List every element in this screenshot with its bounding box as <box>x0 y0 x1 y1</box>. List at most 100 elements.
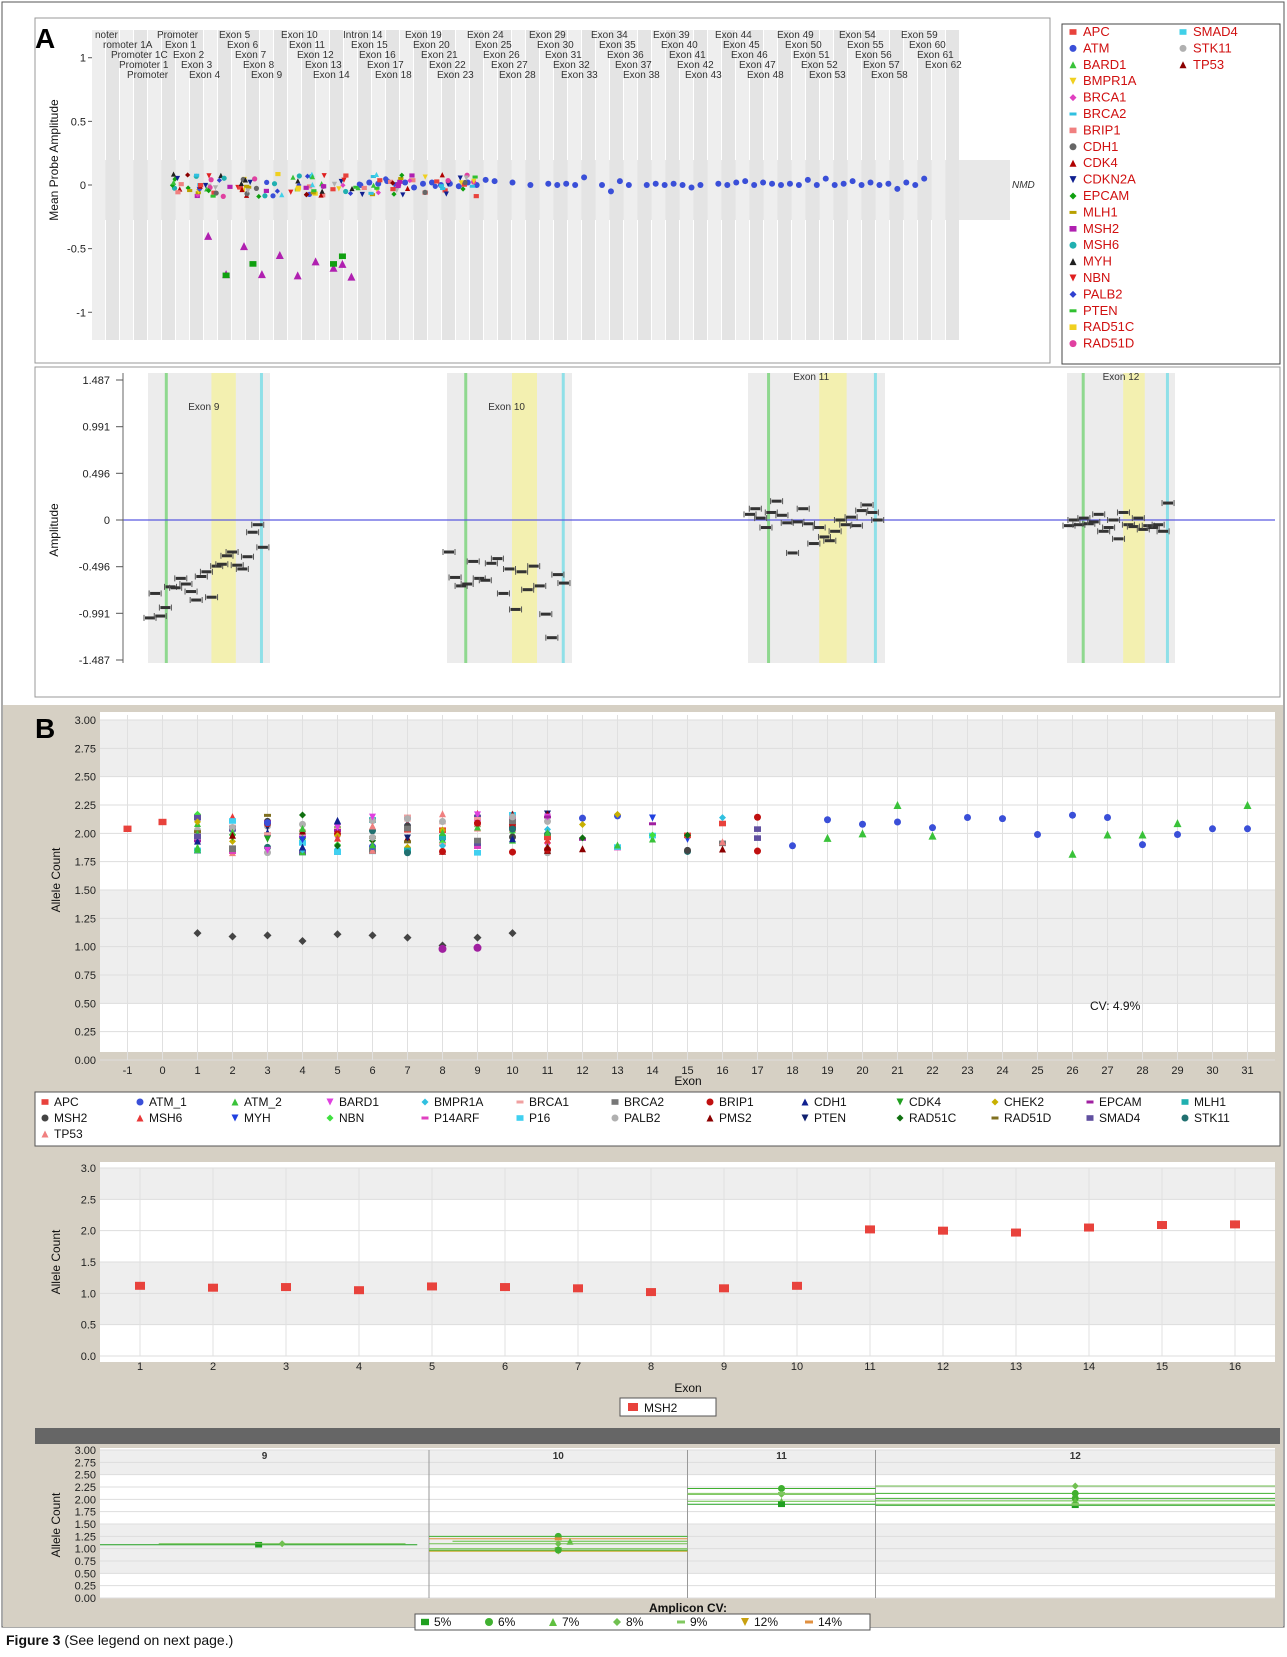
gene-point <box>290 174 296 180</box>
gene-point <box>443 191 449 197</box>
gene-point <box>373 171 380 178</box>
legend-marker <box>41 1130 49 1138</box>
gene-point <box>320 193 326 198</box>
b-middle-ytick-label: 3.0 <box>81 1163 96 1175</box>
legend-label: RAD51C <box>909 1111 957 1125</box>
allele-point <box>649 835 656 843</box>
allele-point <box>754 826 761 832</box>
legend-marker <box>1069 159 1077 167</box>
a-top-ylabel: Mean Probe Amplitude <box>47 99 61 221</box>
gene-point <box>262 193 268 199</box>
region-label: Exon 23 <box>437 70 474 81</box>
amplitude-point <box>1083 522 1094 526</box>
amplicon-point <box>1071 1502 1079 1506</box>
region-label: noter <box>95 30 118 41</box>
b-middle-xtick-label: 6 <box>502 1361 508 1373</box>
region-label: Exon 1 <box>165 40 197 51</box>
atm-point <box>858 182 865 188</box>
b-top-ytick-label: 0.25 <box>75 1027 96 1039</box>
allele-point <box>719 820 726 827</box>
atm2-point <box>1068 849 1077 858</box>
amplitude-point <box>145 616 155 620</box>
exon-label: 11 <box>776 1451 787 1462</box>
gene-point <box>404 185 411 191</box>
b-top-points <box>123 801 1252 953</box>
b-top-ytick-label: 1.00 <box>75 942 96 954</box>
region-column <box>876 30 889 340</box>
panel-a-top: A Mean Probe Amplitude 1 0.5 0 -0.5 -1 noter… <box>34 17 1281 365</box>
b-top-xtick-label: 9 <box>474 1065 480 1077</box>
epcam-point <box>330 261 337 267</box>
atm-point <box>428 179 435 186</box>
gene-point <box>361 185 367 191</box>
region-column <box>498 30 511 340</box>
b-top-xtick-label: 11 <box>542 1065 553 1077</box>
region-label: Exon 4 <box>189 70 221 81</box>
msh2-point <box>500 1283 510 1292</box>
b-bottom-ytick-label: 0.00 <box>75 1593 96 1605</box>
allele-point <box>579 820 586 828</box>
b-top-xtick-label: 16 <box>716 1065 728 1077</box>
exon-label: 9 <box>262 1451 268 1462</box>
b-middle-ylabel: Allele Count <box>49 1229 63 1294</box>
legend-label: STK11 <box>1194 1111 1230 1125</box>
b-middle-points <box>135 1220 1240 1297</box>
region-column <box>288 30 301 340</box>
amplitude-point <box>242 555 253 559</box>
amplitude-point <box>872 518 883 522</box>
legend-label: BRIP1 <box>719 1095 754 1109</box>
b-top-xtick-label: 13 <box>611 1065 623 1077</box>
gene-point <box>440 187 446 191</box>
b-bottom-ylabel: Allele Count <box>49 1492 63 1557</box>
atm-point <box>876 182 883 188</box>
region-column <box>904 30 917 340</box>
b-bottom-ytick-label: 1.50 <box>75 1519 96 1531</box>
legend-label: 9% <box>690 1615 708 1629</box>
gene-point <box>252 176 258 182</box>
msh2-point <box>228 932 237 941</box>
b-top-xtick-label: 30 <box>1206 1065 1218 1077</box>
gene-point <box>410 178 416 183</box>
region-label: Exon 2 <box>173 50 205 61</box>
b-top-xtick-label: -1 <box>123 1065 133 1077</box>
legend-marker <box>326 1098 334 1106</box>
b-middle-xtick-label: 5 <box>429 1361 435 1373</box>
b-top-xtick-label: 20 <box>856 1065 868 1077</box>
amplitude-point <box>498 591 509 595</box>
msh2-point <box>1230 1220 1240 1229</box>
gene-point <box>349 185 355 192</box>
region-label: Exon 61 <box>917 50 954 61</box>
legend-marker <box>1069 143 1077 151</box>
b-middle-xtick-label: 9 <box>721 1361 727 1373</box>
atm-point <box>778 182 784 188</box>
amplitude-point <box>186 590 197 594</box>
a-bottom-ytick-label: -0.991 <box>79 608 110 620</box>
legend-marker <box>1069 210 1077 214</box>
b-top-xtick-label: 18 <box>786 1065 798 1077</box>
b-top-xtick-label: 10 <box>506 1065 518 1077</box>
b-top-xtick-label: 1 <box>194 1065 200 1077</box>
legend-label: NBN <box>1083 270 1110 285</box>
gene-point <box>359 191 365 198</box>
legend-label: MSH2 <box>1083 221 1119 236</box>
amplitude-point <box>237 567 248 571</box>
atm-point <box>733 179 740 186</box>
allele-point <box>684 831 691 839</box>
gene-point <box>271 181 278 187</box>
msh2-point <box>208 1283 218 1292</box>
region-column <box>148 30 161 340</box>
legend-label: CDK4 <box>909 1095 941 1109</box>
gene-point <box>246 185 252 189</box>
atm1-point <box>1034 830 1041 838</box>
region-column <box>512 30 525 340</box>
amplicon-point <box>278 1540 286 1548</box>
a-bottom-points <box>143 498 1175 641</box>
b-middle-xtick-label: 7 <box>575 1361 581 1373</box>
region-column <box>708 30 721 340</box>
b-top-xtick-label: 7 <box>404 1065 410 1077</box>
amplitude-point <box>522 588 533 592</box>
allele-point <box>474 837 481 844</box>
allele-point <box>719 814 726 822</box>
amplitude-point <box>558 581 569 585</box>
gene-point <box>460 186 466 192</box>
